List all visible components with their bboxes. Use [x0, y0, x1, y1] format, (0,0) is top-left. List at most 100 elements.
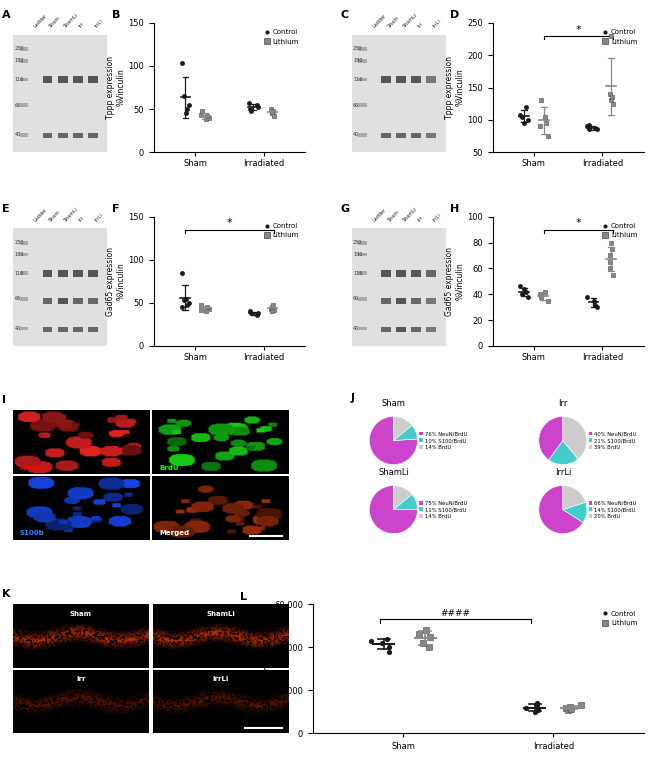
FancyBboxPatch shape: [43, 327, 53, 332]
Text: ShamLi: ShamLi: [206, 610, 235, 617]
Point: [521, 286, 531, 298]
Point: [365, 635, 376, 647]
Text: Sham: Sham: [48, 15, 62, 29]
FancyBboxPatch shape: [426, 298, 436, 303]
Wedge shape: [549, 441, 578, 465]
Y-axis label: Tppp expression
%Vinculin: Tppp expression %Vinculin: [107, 56, 125, 119]
FancyBboxPatch shape: [358, 327, 367, 330]
Text: 116: 116: [353, 77, 363, 82]
Text: Sham: Sham: [70, 610, 92, 617]
Point: [521, 101, 531, 113]
Point: [561, 701, 571, 714]
Legend: Control, Lithium: Control, Lithium: [261, 220, 302, 241]
Point: [182, 299, 192, 311]
Point: [523, 114, 533, 126]
Text: ShamLi: ShamLi: [402, 206, 418, 222]
Text: Sham: Sham: [48, 209, 62, 222]
Text: D: D: [450, 11, 460, 21]
Text: *: *: [575, 24, 581, 34]
FancyBboxPatch shape: [58, 76, 68, 83]
Point: [184, 99, 194, 111]
Y-axis label: Gad65 expression
%Vinculin: Gad65 expression %Vinculin: [445, 247, 464, 316]
Point: [418, 637, 428, 649]
Legend: 75% NeuN/BrdU, 11% S100/BrdU, 14% BrdU: 75% NeuN/BrdU, 11% S100/BrdU, 14% BrdU: [417, 498, 469, 521]
Text: 40: 40: [14, 325, 21, 331]
Text: G: G: [340, 204, 349, 214]
Title: Irr: Irr: [558, 400, 567, 408]
Text: E: E: [2, 204, 9, 214]
Point: [517, 111, 527, 123]
FancyBboxPatch shape: [381, 76, 391, 83]
Point: [517, 288, 527, 300]
Text: 180: 180: [14, 58, 24, 63]
Point: [269, 110, 280, 122]
Point: [384, 646, 394, 658]
FancyBboxPatch shape: [58, 327, 68, 332]
Point: [246, 307, 256, 319]
Point: [267, 306, 278, 318]
Point: [266, 103, 276, 115]
Point: [196, 299, 207, 311]
Point: [182, 103, 192, 115]
FancyBboxPatch shape: [426, 270, 436, 277]
Point: [377, 637, 387, 649]
Point: [523, 290, 533, 303]
Text: 180: 180: [353, 58, 363, 63]
Point: [536, 290, 546, 303]
Wedge shape: [563, 416, 587, 459]
Text: 116: 116: [14, 77, 24, 82]
Y-axis label: DCX⁺ cells/mm² in GCL: DCX⁺ cells/mm² in GCL: [263, 625, 271, 713]
Text: Ladder: Ladder: [32, 13, 49, 29]
FancyBboxPatch shape: [381, 270, 391, 277]
Point: [266, 303, 276, 315]
Point: [592, 301, 602, 313]
Text: *: *: [227, 219, 232, 228]
FancyBboxPatch shape: [358, 59, 367, 63]
Point: [176, 301, 187, 313]
Text: 230: 230: [14, 47, 24, 51]
FancyBboxPatch shape: [13, 34, 107, 152]
Text: ShamLi: ShamLi: [63, 12, 79, 29]
Text: BrdU: BrdU: [159, 465, 179, 471]
FancyBboxPatch shape: [396, 327, 406, 332]
FancyBboxPatch shape: [381, 327, 391, 332]
Point: [530, 706, 541, 718]
Point: [179, 90, 189, 102]
Legend: Control, Lithium: Control, Lithium: [261, 27, 302, 47]
Point: [179, 294, 189, 306]
Point: [268, 299, 279, 311]
FancyBboxPatch shape: [88, 327, 97, 332]
Point: [565, 701, 575, 713]
Text: Irr: Irr: [417, 215, 424, 222]
Text: H: H: [450, 204, 460, 214]
Point: [584, 119, 595, 131]
Wedge shape: [369, 416, 417, 465]
Y-axis label: Gad65 expression
%Vinculin: Gad65 expression %Vinculin: [107, 247, 125, 316]
FancyBboxPatch shape: [20, 103, 28, 107]
Point: [606, 94, 616, 106]
Point: [584, 123, 594, 136]
Point: [519, 117, 530, 129]
FancyBboxPatch shape: [73, 133, 83, 138]
Point: [515, 280, 525, 293]
Point: [592, 123, 602, 136]
Text: IrrLi: IrrLi: [93, 18, 103, 29]
FancyBboxPatch shape: [381, 133, 391, 138]
FancyBboxPatch shape: [58, 133, 68, 138]
Point: [196, 303, 206, 316]
Text: IrrLi: IrrLi: [432, 212, 442, 222]
Text: 230: 230: [353, 47, 363, 51]
Point: [531, 699, 541, 711]
Wedge shape: [393, 426, 417, 441]
Text: Irr: Irr: [78, 21, 86, 29]
FancyBboxPatch shape: [352, 228, 446, 346]
Point: [202, 301, 213, 313]
Text: *: *: [575, 219, 581, 228]
FancyBboxPatch shape: [20, 253, 28, 257]
Point: [606, 243, 617, 255]
Point: [541, 117, 551, 129]
Text: 40: 40: [353, 132, 359, 137]
Point: [245, 103, 255, 115]
Point: [203, 112, 214, 124]
FancyBboxPatch shape: [358, 47, 367, 51]
